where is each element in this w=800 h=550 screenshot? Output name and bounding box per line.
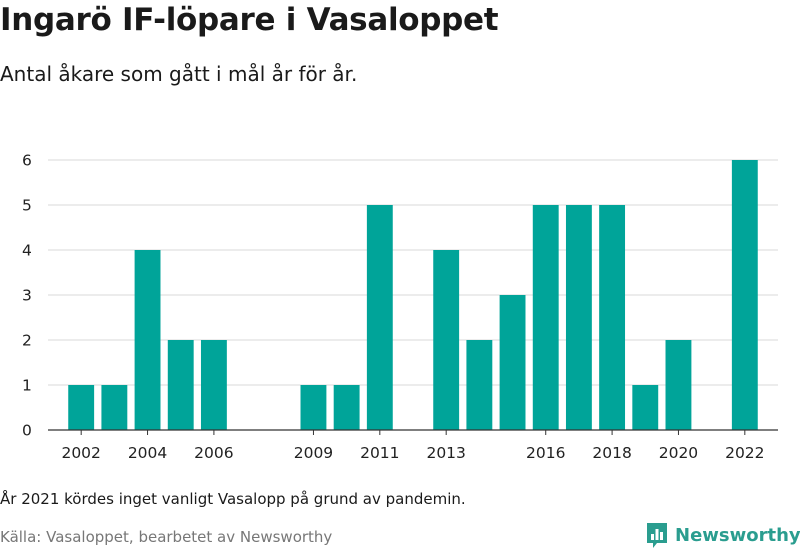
- x-tick-label: 2006: [194, 444, 233, 462]
- x-tick-label: 2011: [360, 444, 399, 462]
- x-tick-label: 2002: [61, 444, 100, 462]
- source-credit: Källa: Vasaloppet, bearbetet av Newswort…: [0, 528, 333, 546]
- x-tick-label: 2020: [659, 444, 698, 462]
- bar: [134, 250, 161, 430]
- x-tick-label: 2022: [725, 444, 764, 462]
- bar: [599, 205, 626, 430]
- bar: [665, 340, 692, 430]
- chart-subtitle: Antal åkare som gått i mål år för år.: [0, 62, 358, 86]
- footnote: År 2021 kördes inget vanligt Vasalopp på…: [0, 490, 466, 508]
- y-tick-label: 5: [22, 197, 32, 215]
- bar: [466, 340, 493, 430]
- y-tick-label: 6: [22, 152, 32, 170]
- x-tick-label: 2013: [426, 444, 465, 462]
- bar: [366, 205, 393, 430]
- bar: [300, 385, 327, 430]
- y-tick-label: 3: [22, 287, 32, 305]
- bar: [167, 340, 194, 430]
- bar: [433, 250, 460, 430]
- bar: [499, 295, 526, 430]
- x-tick-label: 2004: [128, 444, 167, 462]
- axes: 0 1 2 3 4 5 6 2002 2004 2006 2009 2011 2013 2016 2018 2…: [22, 152, 778, 462]
- bar: [532, 205, 559, 430]
- bars: [68, 160, 758, 430]
- bar: [632, 385, 659, 430]
- bar-chart-logo-icon: [647, 523, 667, 548]
- bar: [565, 205, 592, 430]
- y-tick-label: 4: [22, 242, 32, 260]
- x-tick-label: 2018: [592, 444, 631, 462]
- newsworthy-logo: Newsworthy: [645, 521, 800, 549]
- x-tick-label: 2009: [294, 444, 333, 462]
- bar: [731, 160, 758, 430]
- bar: [101, 385, 128, 430]
- y-tick-label: 1: [22, 377, 32, 395]
- bar: [68, 385, 95, 430]
- bar: [333, 385, 360, 430]
- y-tick-label: 2: [22, 332, 32, 350]
- chart-title: Ingarö IF-löpare i Vasaloppet: [0, 2, 499, 38]
- y-tick-label: 0: [22, 422, 32, 440]
- bar: [200, 340, 227, 430]
- x-tick-label: 2016: [526, 444, 565, 462]
- brand-name: Newsworthy: [675, 524, 800, 546]
